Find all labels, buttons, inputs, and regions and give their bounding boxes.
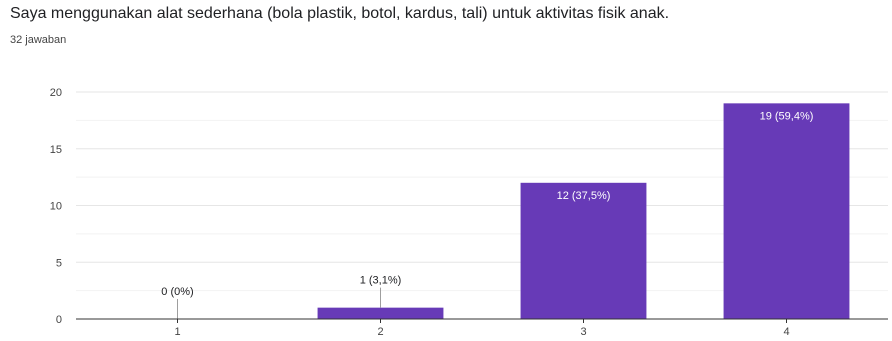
bar-3	[520, 182, 647, 319]
x-tick-label: 4	[783, 326, 789, 338]
data-label: 19 (59,4%)	[760, 110, 814, 122]
question-title: Saya menggunakan alat sederhana (bola pl…	[10, 5, 670, 22]
y-tick-label: 10	[50, 201, 62, 213]
data-label: 1 (3,1%)	[360, 275, 402, 287]
x-tick-label: 2	[377, 326, 383, 338]
x-tick-label: 1	[174, 326, 180, 338]
y-tick-label: 0	[56, 314, 62, 326]
y-tick-label: 5	[56, 257, 62, 269]
x-tick-label: 3	[580, 326, 586, 338]
data-label: 12 (37,5%)	[557, 190, 611, 202]
y-tick-label: 15	[50, 144, 62, 156]
bar-2	[317, 307, 444, 319]
y-tick-label: 20	[50, 87, 62, 99]
bar-4	[723, 103, 850, 319]
data-label: 0 (0%)	[161, 286, 193, 298]
response-count: 32 jawaban	[10, 34, 67, 46]
